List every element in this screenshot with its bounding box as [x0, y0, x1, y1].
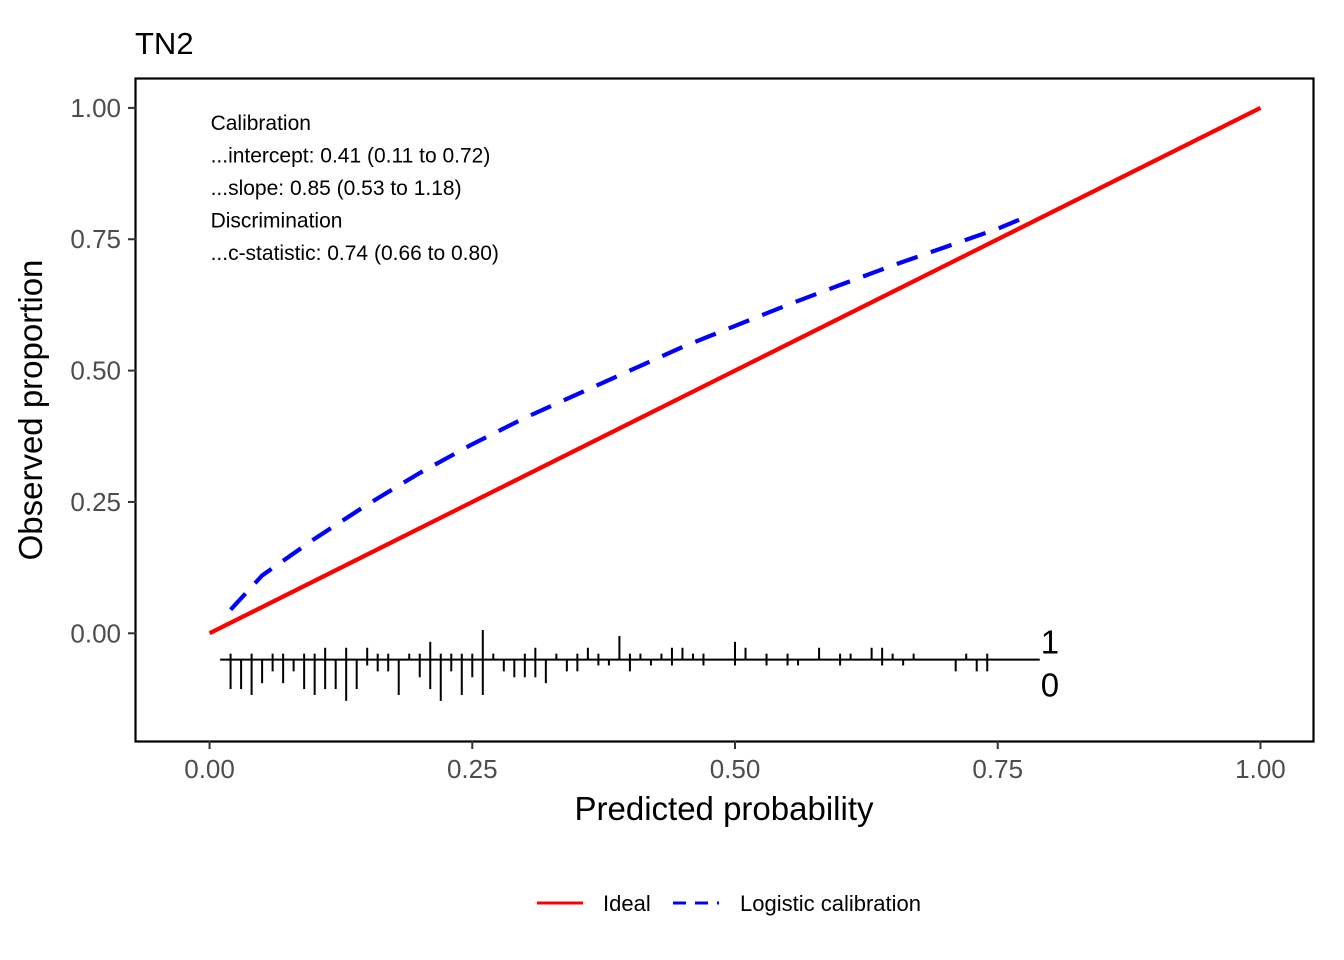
plot-area: [208, 106, 1262, 636]
rug-nonevent-label: 0: [1041, 667, 1059, 704]
rug-plot: 10: [220, 624, 1059, 704]
y-axis-title: Observed proportion: [12, 260, 49, 561]
y-tick-label: 1.00: [70, 93, 121, 123]
logistic-calibration-line: [229, 213, 1031, 612]
rug-event-label: 1: [1041, 624, 1059, 661]
x-tick-label: 1.00: [1235, 754, 1286, 784]
legend: Ideal Logistic calibration: [537, 891, 921, 916]
x-tick-label: 0.50: [710, 754, 761, 784]
annotation-line: ...c-statistic: 0.74 (0.66 to 0.80): [211, 242, 499, 265]
x-tick-label: 0.75: [972, 754, 1023, 784]
ideal-line: [208, 106, 1262, 636]
y-tick-label: 0.75: [70, 224, 121, 254]
annotation-line: ...intercept: 0.41 (0.11 to 0.72): [211, 145, 491, 168]
legend-label-logistic: Logistic calibration: [740, 891, 921, 916]
legend-label-ideal: Ideal: [603, 891, 651, 916]
y-tick-label: 0.25: [70, 487, 121, 517]
calibration-annotations: Calibration ...intercept: 0.41 (0.11 to 0…: [211, 112, 499, 265]
x-tick-label: 0.00: [184, 754, 235, 784]
annotation-line: Discrimination: [211, 210, 343, 233]
chart-title: TN2: [135, 26, 194, 61]
x-axis-title: Predicted probability: [575, 790, 874, 827]
x-tick-label: 0.25: [447, 754, 498, 784]
panel-border: [134, 77, 1315, 743]
x-axis: 0.00 0.25 0.50 0.75 1.00: [184, 741, 1286, 784]
annotation-line: Calibration: [211, 112, 311, 135]
y-axis: 0.00 0.25 0.50 0.75 1.00: [70, 93, 136, 648]
y-tick-label: 0.00: [70, 618, 121, 648]
annotation-line: ...slope: 0.85 (0.53 to 1.18): [211, 177, 462, 200]
y-tick-label: 0.50: [70, 356, 121, 386]
